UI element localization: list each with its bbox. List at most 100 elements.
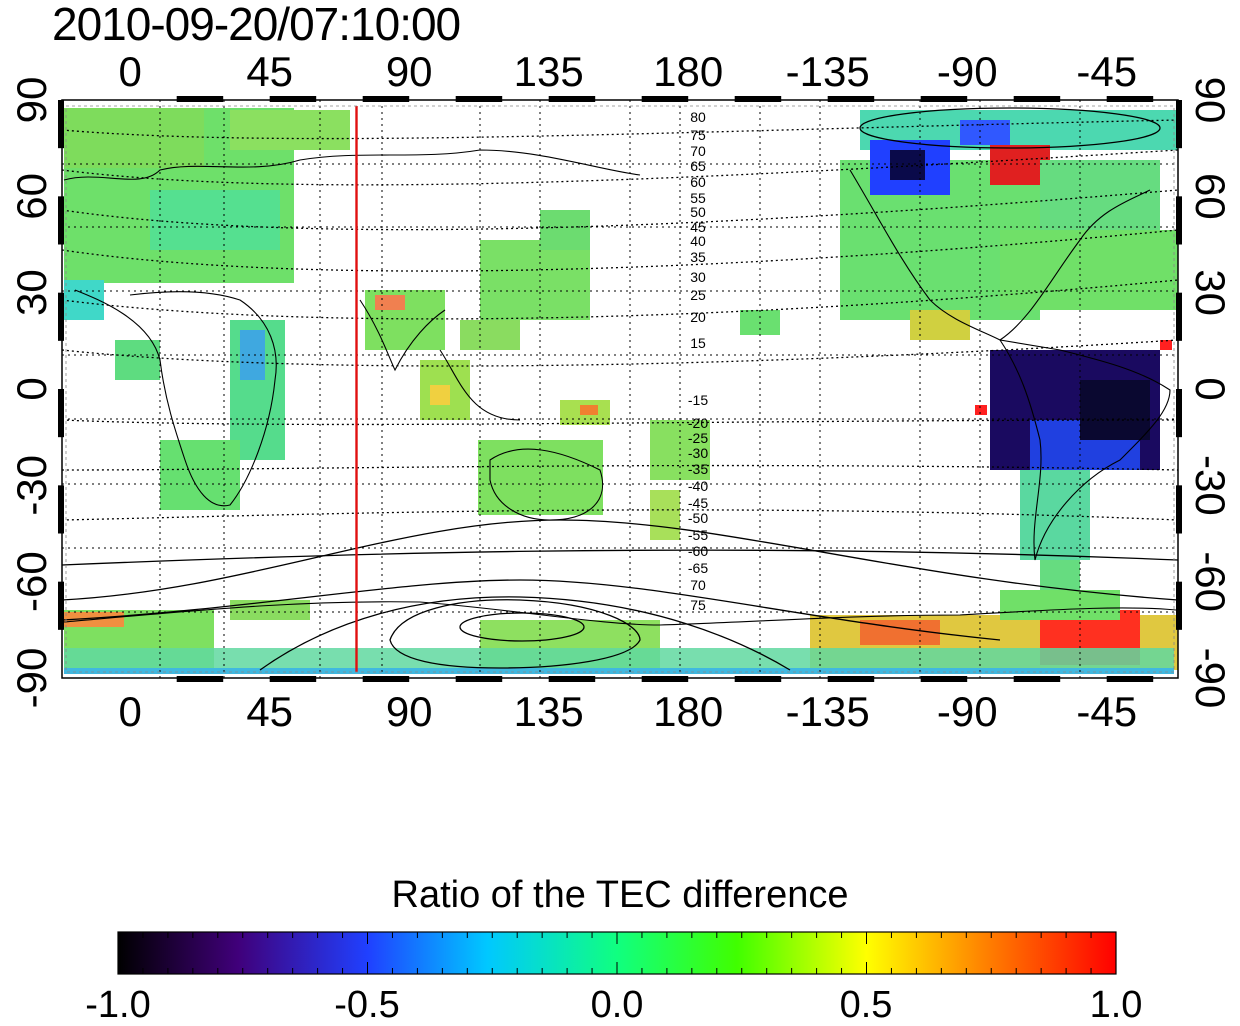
longitude-axis-bottom: 0 45 90 135 180 -135 -90 -45 bbox=[119, 688, 1138, 735]
border-segment-top bbox=[827, 96, 875, 102]
contour-label: 65 bbox=[690, 158, 706, 174]
border-segment-left bbox=[58, 100, 64, 149]
lat-tick-label-left: -30 bbox=[8, 455, 55, 516]
border-segment-top bbox=[362, 96, 410, 102]
colorbar-ticks bbox=[117, 932, 1117, 974]
border-segment-bottom bbox=[455, 676, 503, 682]
contour-label: -40 bbox=[688, 478, 708, 494]
lon-tick-label-bottom: 90 bbox=[386, 688, 433, 735]
lat-tick-label-left: 30 bbox=[8, 269, 55, 316]
contour-label: 40 bbox=[690, 233, 706, 249]
magnetic-contours bbox=[62, 107, 1178, 671]
contour-label: 25 bbox=[690, 287, 706, 303]
contour-label: -55 bbox=[688, 527, 708, 543]
colorbar-label-zero: 0.0 bbox=[590, 984, 644, 1026]
contour-label: -20 bbox=[688, 415, 708, 431]
contour-label: 45 bbox=[690, 219, 706, 235]
lon-tick-label-bottom: -135 bbox=[786, 688, 870, 735]
border-segment-bottom bbox=[362, 676, 410, 682]
border-segment-right bbox=[1176, 485, 1182, 534]
contour-label: 30 bbox=[690, 269, 706, 285]
lon-tick-label-top: 135 bbox=[514, 48, 584, 95]
colorbar-label-min: -1.0 bbox=[85, 984, 151, 1026]
border-segment-right bbox=[1176, 581, 1182, 630]
lat-tick-label-right: 0 bbox=[1187, 377, 1234, 400]
border-segment-left bbox=[58, 581, 64, 630]
contour-label: -25 bbox=[688, 430, 708, 446]
lon-tick-label-bottom: 0 bbox=[119, 688, 142, 735]
lat-tick-label-right: 60 bbox=[1187, 173, 1234, 220]
border-segment-left bbox=[58, 196, 64, 245]
contour-label: -65 bbox=[688, 560, 708, 576]
border-segment-top bbox=[455, 96, 503, 102]
colorbar-label-max: 1.0 bbox=[1089, 984, 1143, 1026]
lat-tick-label-right: 90 bbox=[1187, 77, 1234, 124]
colorbar-title: Ratio of the TEC difference bbox=[391, 874, 849, 916]
lat-tick-label-right: -30 bbox=[1187, 455, 1234, 516]
lat-tick-label-right: 30 bbox=[1187, 269, 1234, 316]
border-segment-right bbox=[1176, 196, 1182, 245]
lat-tick-label-right: -60 bbox=[1187, 551, 1234, 612]
colorbar-label-neg-half: -0.5 bbox=[334, 984, 400, 1026]
border-segment-top bbox=[548, 96, 596, 102]
border-segment-left bbox=[58, 485, 64, 534]
latitude-axis-right: 90 60 30 0 -30 -60 -90 bbox=[1187, 77, 1234, 709]
border-segment-bottom bbox=[548, 676, 596, 682]
contour-label: 75 bbox=[690, 597, 706, 613]
border-segment-bottom bbox=[641, 676, 689, 682]
border-segment-right bbox=[1176, 100, 1182, 149]
contour-label: -30 bbox=[688, 445, 708, 461]
lat-tick-label-left: -60 bbox=[8, 551, 55, 612]
colorbar-label-pos-half: 0.5 bbox=[839, 984, 893, 1026]
contour-label: 60 bbox=[690, 174, 706, 190]
lon-tick-label-top: 45 bbox=[246, 48, 293, 95]
border-segment-right bbox=[1176, 292, 1182, 341]
lat-tick-label-left: -90 bbox=[8, 648, 55, 709]
lat-tick-label-left: 90 bbox=[8, 77, 55, 124]
lon-tick-label-bottom: -90 bbox=[937, 688, 998, 735]
lon-tick-label-bottom: 45 bbox=[246, 688, 293, 735]
contour-label: 15 bbox=[690, 335, 706, 351]
contour-label: -35 bbox=[688, 461, 708, 477]
plot-title: 2010-09-20/07:10:00 bbox=[52, 0, 461, 50]
contour-label: 35 bbox=[690, 249, 706, 265]
contour-label: 20 bbox=[690, 309, 706, 325]
lon-tick-label-top: -45 bbox=[1076, 48, 1137, 95]
border-segment-top bbox=[641, 96, 689, 102]
border-segment-top bbox=[734, 96, 782, 102]
latitude-axis-left: 90 60 30 0 -30 -60 -90 bbox=[8, 77, 55, 709]
lat-tick-label-left: 0 bbox=[8, 377, 55, 400]
contour-label: 50 bbox=[690, 204, 706, 220]
tec-data-layer bbox=[64, 108, 1178, 674]
border-segment-top bbox=[176, 96, 224, 102]
contour-label: -50 bbox=[688, 510, 708, 526]
contour-label: -45 bbox=[688, 495, 708, 511]
contour-label: 80 bbox=[690, 109, 706, 125]
longitude-axis-top: 0 45 90 135 180 -135 -90 -45 bbox=[119, 48, 1138, 95]
contour-label: 75 bbox=[690, 127, 706, 143]
border-segment-bottom bbox=[269, 676, 317, 682]
map-border-segments bbox=[58, 96, 1182, 682]
border-segment-bottom bbox=[1106, 676, 1154, 682]
contour-label: 70 bbox=[690, 143, 706, 159]
border-segment-bottom bbox=[176, 676, 224, 682]
lon-tick-label-top: 90 bbox=[386, 48, 433, 95]
border-segment-top bbox=[1013, 96, 1061, 102]
border-segment-bottom bbox=[827, 676, 875, 682]
lon-tick-label-bottom: 180 bbox=[653, 688, 723, 735]
contour-label: -15 bbox=[688, 392, 708, 408]
lon-tick-label-bottom: -45 bbox=[1076, 688, 1137, 735]
lon-tick-label-top: -90 bbox=[937, 48, 998, 95]
lat-tick-label-left: 60 bbox=[8, 173, 55, 220]
border-segment-top bbox=[1106, 96, 1154, 102]
lon-tick-label-top: 180 bbox=[653, 48, 723, 95]
border-segment-top bbox=[920, 96, 968, 102]
lat-tick-label-right: -90 bbox=[1187, 648, 1234, 709]
contour-label: 70 bbox=[690, 577, 706, 593]
lon-tick-label-top: 0 bbox=[119, 48, 142, 95]
coastlines bbox=[63, 149, 1177, 626]
border-segment-left bbox=[58, 389, 64, 438]
